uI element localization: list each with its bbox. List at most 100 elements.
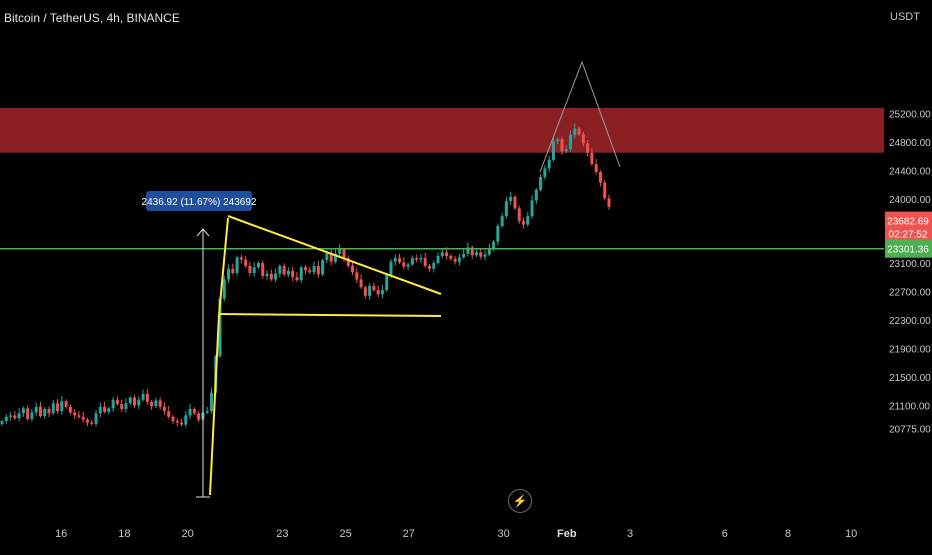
- candle-body[interactable]: [120, 403, 124, 409]
- candle-body[interactable]: [590, 152, 594, 165]
- candle-body[interactable]: [329, 253, 333, 262]
- candle-body[interactable]: [372, 285, 376, 291]
- candle-body[interactable]: [462, 253, 466, 258]
- candle-body[interactable]: [526, 216, 530, 225]
- candle-body[interactable]: [603, 182, 607, 199]
- candle-body[interactable]: [363, 287, 367, 296]
- candle-body[interactable]: [235, 257, 239, 274]
- price-axis[interactable]: [884, 0, 932, 550]
- candle-body[interactable]: [107, 408, 111, 412]
- candle-body[interactable]: [500, 216, 504, 227]
- candle-body[interactable]: [423, 258, 427, 266]
- candle-body[interactable]: [312, 265, 316, 273]
- candle-body[interactable]: [137, 399, 141, 406]
- candle-body[interactable]: [509, 196, 513, 202]
- candle-body[interactable]: [487, 248, 491, 255]
- candle-body[interactable]: [38, 406, 42, 417]
- candle-body[interactable]: [60, 401, 64, 412]
- candle-body[interactable]: [13, 415, 17, 419]
- candle-body[interactable]: [209, 392, 213, 412]
- candle-body[interactable]: [128, 397, 132, 404]
- candle-body[interactable]: [261, 263, 265, 276]
- candle-body[interactable]: [440, 252, 444, 256]
- candle-body[interactable]: [530, 200, 534, 217]
- candle-body[interactable]: [402, 262, 406, 267]
- candle-body[interactable]: [9, 415, 13, 417]
- candle-body[interactable]: [98, 406, 102, 414]
- candle-body[interactable]: [436, 255, 440, 264]
- candle-body[interactable]: [111, 399, 115, 409]
- candle-body[interactable]: [64, 401, 68, 407]
- candle-body[interactable]: [385, 275, 389, 291]
- candle-body[interactable]: [594, 164, 598, 172]
- candle-body[interactable]: [81, 416, 85, 420]
- candle-body[interactable]: [470, 247, 474, 256]
- candle-body[interactable]: [359, 279, 363, 288]
- candle-body[interactable]: [380, 290, 384, 295]
- candle-body[interactable]: [453, 258, 457, 262]
- candle-body[interactable]: [304, 267, 307, 271]
- candle-body[interactable]: [586, 143, 590, 153]
- candle-body[interactable]: [244, 259, 248, 266]
- projection-line[interactable]: [539, 60, 621, 173]
- candle-body[interactable]: [419, 258, 423, 260]
- candle-body[interactable]: [175, 421, 179, 423]
- candle-body[interactable]: [445, 252, 449, 256]
- candle-body[interactable]: [547, 159, 551, 169]
- candle-body[interactable]: [124, 403, 128, 409]
- candle-body[interactable]: [308, 270, 312, 273]
- candle-body[interactable]: [457, 257, 461, 262]
- candle-body[interactable]: [145, 394, 149, 402]
- candle-body[interactable]: [479, 252, 483, 257]
- candle-body[interactable]: [222, 279, 226, 299]
- candle-body[interactable]: [398, 258, 402, 263]
- candle-body[interactable]: [291, 270, 295, 278]
- candle-body[interactable]: [231, 268, 235, 274]
- time-axis[interactable]: [0, 520, 884, 550]
- candle-body[interactable]: [274, 273, 278, 280]
- candle-body[interactable]: [103, 406, 107, 412]
- candle-body[interactable]: [154, 400, 158, 407]
- candle-body[interactable]: [299, 267, 303, 281]
- candle-body[interactable]: [517, 208, 521, 222]
- candle-body[interactable]: [56, 403, 60, 412]
- candle-body[interactable]: [492, 241, 496, 249]
- triangle-upper-line[interactable]: [227, 215, 442, 295]
- resistance-zone[interactable]: [0, 107, 884, 153]
- candle-body[interactable]: [77, 415, 81, 417]
- candle-body[interactable]: [483, 254, 487, 257]
- candle-body[interactable]: [393, 258, 397, 262]
- candle-body[interactable]: [188, 408, 192, 416]
- candle-body[interactable]: [573, 128, 577, 135]
- candle-body[interactable]: [0, 421, 4, 424]
- candle-body[interactable]: [556, 139, 560, 142]
- candle-body[interactable]: [368, 285, 372, 296]
- candle-body[interactable]: [376, 290, 380, 295]
- candle-body[interactable]: [598, 171, 602, 183]
- candle-body[interactable]: [355, 272, 359, 280]
- candle-body[interactable]: [192, 408, 196, 414]
- candle-body[interactable]: [534, 189, 538, 201]
- candle-body[interactable]: [389, 261, 393, 276]
- candle-body[interactable]: [513, 196, 517, 209]
- candle-body[interactable]: [162, 406, 166, 412]
- candle-body[interactable]: [569, 134, 573, 150]
- candle-body[interactable]: [239, 257, 243, 260]
- candle-body[interactable]: [4, 416, 8, 422]
- candle-body[interactable]: [338, 249, 342, 254]
- candle-body[interactable]: [504, 201, 508, 217]
- candle-body[interactable]: [150, 401, 154, 407]
- lightning-icon[interactable]: ⚡: [508, 489, 532, 513]
- candle-body[interactable]: [227, 268, 231, 280]
- candle-body[interactable]: [21, 408, 25, 414]
- candle-body[interactable]: [577, 128, 581, 135]
- candle-body[interactable]: [539, 176, 543, 190]
- candle-body[interactable]: [415, 258, 419, 260]
- candle-body[interactable]: [171, 416, 175, 422]
- candle-body[interactable]: [496, 226, 500, 242]
- flagpole-line[interactable]: [209, 217, 229, 496]
- candle-body[interactable]: [30, 412, 34, 419]
- candle-body[interactable]: [248, 265, 252, 274]
- candle-body[interactable]: [410, 258, 414, 265]
